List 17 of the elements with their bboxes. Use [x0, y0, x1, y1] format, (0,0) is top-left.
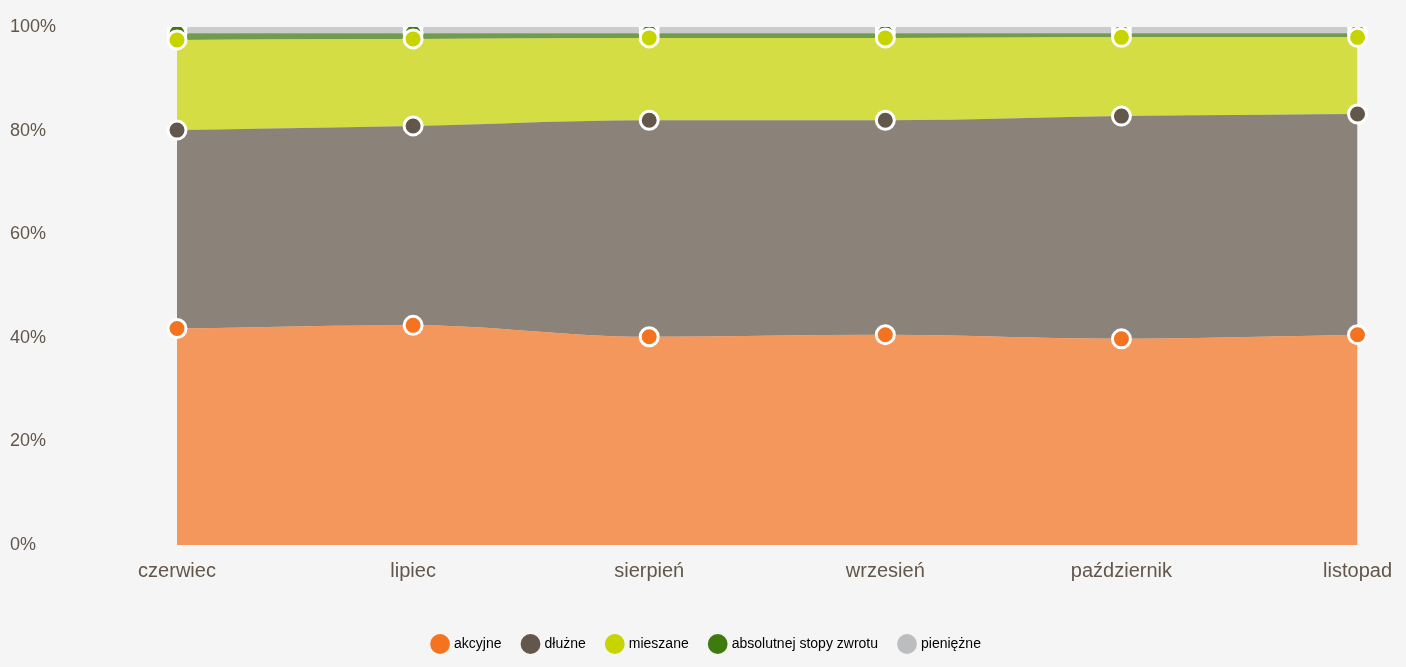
legend-label: pieniężne: [921, 634, 982, 651]
legend-label: absolutnej stopy zwrotu: [731, 634, 879, 651]
y-tick-label: 0%: [10, 533, 37, 554]
x-tick-label: lipiec: [390, 558, 436, 581]
x-tick-label: czerwiec: [138, 558, 216, 581]
x-tick-label: listopad: [1323, 558, 1392, 581]
y-tick-label: 20%: [10, 430, 47, 451]
legend-label: dłużne: [544, 634, 586, 651]
legend-label: akcyjne: [454, 634, 502, 651]
y-tick-label: 80%: [10, 119, 47, 140]
y-tick-label: 40%: [10, 326, 47, 347]
legend-label: mieszane: [628, 634, 689, 651]
x-tick-label: wrzesień: [844, 558, 925, 581]
x-tick-label: październik: [1070, 558, 1173, 581]
y-tick-label: 100%: [10, 15, 57, 36]
x-tick-label: sierpień: [614, 558, 685, 581]
y-tick-label: 60%: [10, 223, 47, 244]
